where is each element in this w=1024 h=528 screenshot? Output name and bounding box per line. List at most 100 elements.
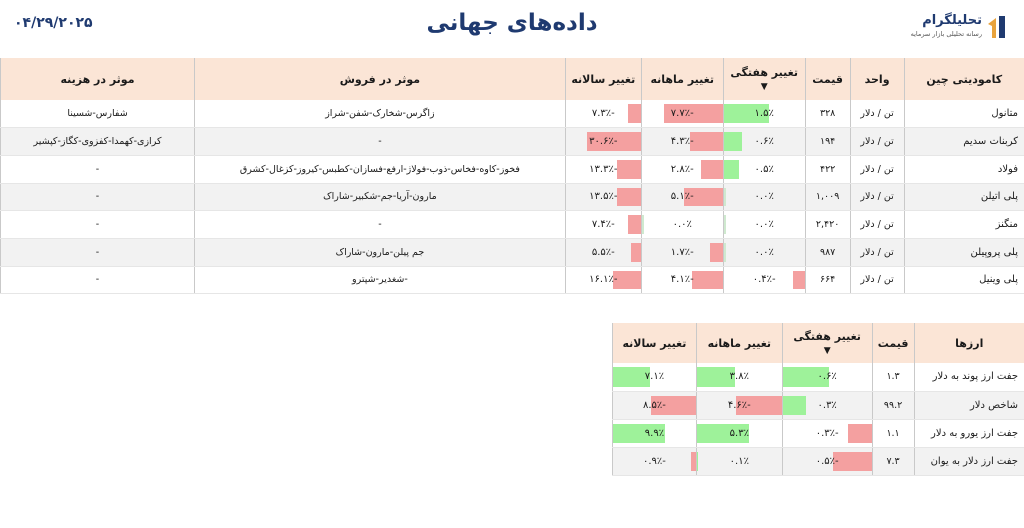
change-bar <box>627 215 641 234</box>
change-value: -۳۰.۶٪ <box>589 136 618 148</box>
col-header-monthly[interactable]: تغییر ماهانه <box>640 58 724 100</box>
col-header-weekly-label: تغییر هفتگی <box>793 330 861 343</box>
report-date: ۰۴/۲۹/۲۰۲۵ <box>14 15 93 31</box>
commodity-row[interactable]: متانول تن / دلار ۳۲۸ ۱.۵٪ -۷.۷٪ -۷.۳٪ زاگرس-شخ… <box>0 100 1024 129</box>
currency-name: جفت ارز یورو به دلار <box>913 419 1024 448</box>
change-bar <box>783 395 807 415</box>
commodity-name: پلی پروپیلن <box>903 238 1024 267</box>
commodity-row[interactable]: پلی پروپیلن تن / دلار ۹۸۷ ۰.۰٪ -۱.۷٪ -۵.۵٪ جم … <box>0 238 1024 267</box>
currency-price: ۱.۱ <box>871 419 915 448</box>
change-bar <box>613 367 651 387</box>
col-header-annual[interactable]: تغییر سالانه <box>564 58 642 100</box>
col-header-price[interactable]: قیمت <box>804 58 851 100</box>
monthly-change: -۲.۸٪ <box>640 155 724 184</box>
change-bar <box>642 215 644 234</box>
weekly-change: ۰.۰٪ <box>722 238 806 267</box>
sales-effect-symbols: جم پیلن-مارون-شاراک <box>193 238 566 267</box>
change-value: ۱.۵٪ <box>754 108 774 120</box>
change-value: ۰.۰٪ <box>754 219 774 231</box>
change-value: -۷.۴٪ <box>591 219 615 231</box>
monthly-change: ۰.۰٪ <box>640 210 724 239</box>
cost-effect-symbols: کرازی-کهمدا-کفزوی-کگاز-کپشیر <box>0 127 195 156</box>
change-bar <box>691 270 723 290</box>
change-value: -۰.۳٪ <box>815 427 839 439</box>
commodity-row[interactable]: کربنات سدیم تن / دلار ۱۹۴ ۰.۶٪ -۴.۳٪ -۳۰.۶٪ - ک… <box>0 127 1024 156</box>
sales-effect-symbols: -شغدیر-شپترو <box>193 266 566 295</box>
change-bar <box>627 104 641 124</box>
change-bar <box>709 242 723 262</box>
currency-name: شاخص دلار <box>913 391 1024 420</box>
sort-desc-icon[interactable]: ▼ <box>823 346 831 356</box>
commodity-row[interactable]: منگنز تن / دلار ۲,۴۲۰ ۰.۰٪ ۰.۰٪ -۷.۴٪ - - <box>0 210 1024 239</box>
change-value: ۰.۳٪ <box>817 399 837 411</box>
col-header-commodity[interactable]: کامودیتی چین <box>903 58 1024 100</box>
currency-row[interactable]: شاخص دلار ۹۹.۲ ۰.۳٪ -۴.۶٪ -۸.۵٪ <box>612 391 1024 420</box>
sales-effect-symbols: - <box>193 210 566 239</box>
logo-name: تحلیلگرام <box>922 13 982 28</box>
monthly-change: ۳.۸٪ <box>695 363 783 392</box>
commodity-price: ۴۲۲ <box>804 155 851 184</box>
commodity-price: ۳۲۸ <box>804 100 851 129</box>
change-value: ۰.۰٪ <box>754 191 774 203</box>
change-bar <box>724 104 770 124</box>
change-value: -۵.۵٪ <box>591 246 615 258</box>
commodity-row[interactable]: فولاد تن / دلار ۴۲۲ ۰.۵٪ -۲.۸٪ -۱۳.۳٪ فخوز-کاو… <box>0 155 1024 184</box>
change-value: -۲.۸٪ <box>670 163 694 175</box>
change-value: -۸.۵٪ <box>643 399 666 411</box>
change-bar <box>783 367 830 387</box>
commodity-price: ۹۸۷ <box>804 238 851 267</box>
col-header-currency[interactable]: ارزها <box>913 323 1024 363</box>
annual-change: -۳۰.۶٪ <box>564 127 642 156</box>
currency-row[interactable]: جفت ارز پوند به دلار ۱.۳ ۰.۶٪ ۳.۸٪ ۷.۱٪ <box>612 363 1024 392</box>
col-header-price[interactable]: قیمت <box>871 323 915 363</box>
commodities-table: کامودیتی چین واحد قیمت تغییر هفتگی ▼ تغی… <box>0 58 1024 295</box>
change-value: -۰.۹٪ <box>643 455 666 467</box>
monthly-change: ۰.۱٪ <box>695 447 783 476</box>
col-header-annual[interactable]: تغییر سالانه <box>612 323 697 363</box>
change-value: -۰.۵٪ <box>815 455 839 467</box>
change-bar <box>724 242 726 262</box>
col-header-unit[interactable]: واحد <box>849 58 905 100</box>
commodity-name: کربنات سدیم <box>903 127 1024 156</box>
change-value: -۴.۳٪ <box>670 136 694 148</box>
change-bar <box>724 132 742 151</box>
currency-row[interactable]: جفت ارز دلار به یوان ۷.۳ -۰.۵٪ ۰.۱٪ -۰.۹٪ <box>612 447 1024 476</box>
annual-change: -۸.۵٪ <box>612 391 697 420</box>
annual-change: -۵.۵٪ <box>564 238 642 267</box>
col-header-weekly[interactable]: تغییر هفتگی ▼ <box>722 58 806 100</box>
page-title: داده‌های جهانی <box>426 10 598 36</box>
change-value: ۹.۹٪ <box>644 427 665 439</box>
weekly-change: ۰.۳٪ <box>781 391 873 420</box>
monthly-change: -۱.۷٪ <box>640 238 724 267</box>
currencies-header-row: ارزها قیمت تغییر هفتگی ▼ تغییر ماهانه تغ… <box>612 323 1024 363</box>
commodity-name: منگنز <box>903 210 1024 239</box>
change-bar <box>617 159 641 179</box>
monthly-change: -۴.۳٪ <box>640 127 724 156</box>
change-bar <box>587 132 641 151</box>
change-value: ۳.۸٪ <box>729 371 749 383</box>
cost-effect-symbols: - <box>0 183 195 212</box>
currency-name: جفت ارز پوند به دلار <box>913 363 1024 392</box>
sales-effect-symbols: - <box>193 127 566 156</box>
col-header-sales-effect[interactable]: موثر در فروش <box>193 58 566 100</box>
sort-desc-icon[interactable]: ▼ <box>760 82 768 92</box>
weekly-change: -۰.۴٪ <box>722 266 806 295</box>
commodity-name: پلی اتیلن <box>903 183 1024 212</box>
weekly-change: ۰.۰٪ <box>722 210 806 239</box>
commodity-price: ۲,۴۲۰ <box>804 210 851 239</box>
currency-price: ۱.۳ <box>871 363 915 392</box>
cost-effect-symbols: شفارس-شسینا <box>0 100 195 129</box>
change-value: ۰.۰٪ <box>672 219 692 231</box>
col-header-monthly[interactable]: تغییر ماهانه <box>695 323 783 363</box>
change-value: -۱.۷٪ <box>670 246 694 258</box>
commodity-row[interactable]: پلی وینیل تن / دلار ۶۶۴ -۰.۴٪ -۴.۱٪ -۱۶.۱٪ -شغ… <box>0 266 1024 295</box>
change-bar <box>691 451 696 471</box>
commodity-row[interactable]: پلی اتیلن تن / دلار ۱,۰۰۹ ۰.۰٪ -۵.۱٪ -۱۳.۵٪ ما… <box>0 183 1024 212</box>
col-header-cost-effect[interactable]: موثر در هزینه <box>0 58 195 100</box>
sales-effect-symbols: زاگرس-شخارک-شفن-شراز <box>193 100 566 129</box>
currency-row[interactable]: جفت ارز یورو به دلار ۱.۱ -۰.۳٪ ۵.۳٪ ۹.۹٪ <box>612 419 1024 448</box>
annual-change: ۹.۹٪ <box>612 419 697 448</box>
annual-change: -۷.۳٪ <box>564 100 642 129</box>
col-header-weekly[interactable]: تغییر هفتگی ▼ <box>781 323 873 363</box>
sales-effect-symbols: مارون-آریا-جم-شکبیر-شاراک <box>193 183 566 212</box>
